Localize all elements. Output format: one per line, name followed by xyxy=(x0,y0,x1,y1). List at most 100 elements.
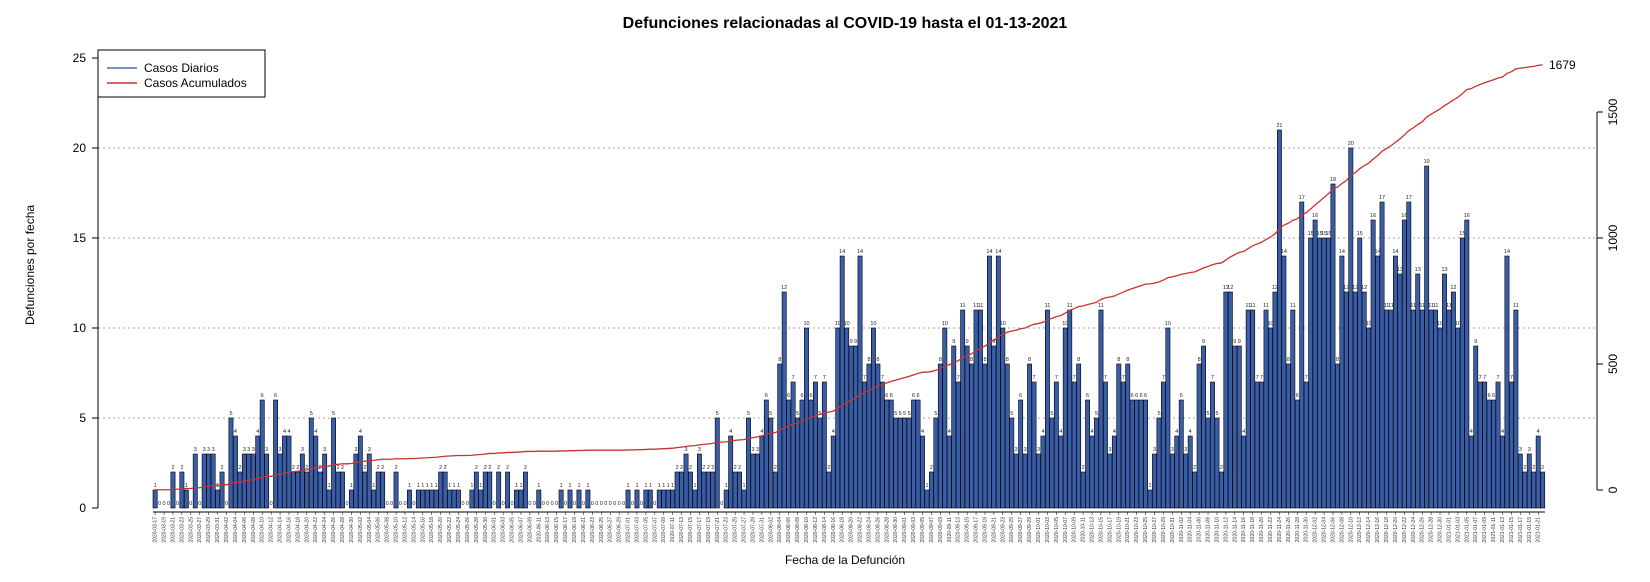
bar xyxy=(1004,363,1010,509)
bar xyxy=(866,363,872,509)
bar-value-label: 1 xyxy=(586,483,589,489)
bar-value-label: 0 xyxy=(595,501,598,507)
bar xyxy=(1201,345,1206,509)
axes xyxy=(97,58,1598,513)
bar xyxy=(179,471,185,509)
bar-value-label: 2 xyxy=(292,465,295,471)
bar xyxy=(152,489,158,509)
bar-value-label: 10 xyxy=(844,321,850,327)
bar xyxy=(656,489,662,509)
bar-value-label: 11 xyxy=(1263,303,1269,309)
bar xyxy=(1062,327,1068,509)
bar-value-label: 7 xyxy=(814,375,817,381)
x-tick-label: 2020-10-31 xyxy=(1170,517,1176,543)
bar-value-label: 3 xyxy=(194,447,197,453)
bar-value-label: 8 xyxy=(1028,357,1031,363)
bar xyxy=(826,471,832,509)
bar xyxy=(839,255,845,509)
bar xyxy=(393,471,399,509)
bar xyxy=(357,435,363,509)
bar xyxy=(790,381,796,509)
bar-value-label: 8 xyxy=(983,357,986,363)
bar xyxy=(1187,435,1193,509)
bar-value-label: 9 xyxy=(966,339,969,345)
bar xyxy=(255,435,261,509)
bar-value-label: 7 xyxy=(1305,375,1308,381)
bar-value-label: 4 xyxy=(1189,429,1192,435)
bar xyxy=(291,471,296,509)
bar-value-label: 2 xyxy=(381,465,384,471)
x-tick-label: 2020-10-15 xyxy=(1098,517,1104,543)
bar xyxy=(429,489,435,509)
bar xyxy=(447,489,452,509)
bar-value-label: 17 xyxy=(1379,195,1385,201)
bar-value-label: 1 xyxy=(216,483,219,489)
y-tick-label: 15 xyxy=(73,231,87,245)
x-tick-label: 2020-10-01 xyxy=(1036,517,1042,543)
x-tick-label: 2020-11-06 xyxy=(1197,517,1203,542)
bar xyxy=(1464,219,1470,509)
bar xyxy=(683,453,689,509)
bar xyxy=(1343,291,1349,509)
bar-value-label: 8 xyxy=(1287,357,1290,363)
x-tick-label: 2020-12-22 xyxy=(1402,517,1408,543)
bar-value-label: 2 xyxy=(1082,465,1085,471)
bar xyxy=(1227,291,1233,509)
bar-value-label: 1 xyxy=(417,483,420,489)
bar-value-label: 2 xyxy=(319,465,322,471)
bar-value-label: 1 xyxy=(671,483,674,489)
bar-value-label: 2 xyxy=(689,465,692,471)
bar-value-label: 9 xyxy=(992,339,995,345)
bar-value-label: 4 xyxy=(729,429,732,435)
y-tick-label: 5 xyxy=(79,411,86,425)
bar xyxy=(1241,435,1247,509)
bar xyxy=(1111,435,1117,509)
bar-value-label: 14 xyxy=(1504,249,1510,255)
x-tick-label: 2020-12-10 xyxy=(1348,517,1354,543)
bar-value-label: 1 xyxy=(470,483,473,489)
bar-value-label: 10 xyxy=(835,321,841,327)
bar xyxy=(1442,273,1447,509)
legend-box xyxy=(97,49,266,98)
bar-value-label: 0 xyxy=(546,501,549,507)
bar xyxy=(1384,309,1389,509)
x-tick-label: 2020-06-29 xyxy=(617,517,623,543)
bar-value-label: 1 xyxy=(743,483,746,489)
bar-value-label: 7 xyxy=(881,375,884,381)
x-tick-label: 2020-09-21 xyxy=(991,517,997,543)
x-tick-label: 2020-04-06 xyxy=(242,517,248,543)
bar xyxy=(215,489,221,509)
bar xyxy=(1058,435,1064,509)
bar-value-label: 4 xyxy=(283,429,286,435)
bar-value-label: 0 xyxy=(613,501,616,507)
bar xyxy=(1178,399,1184,509)
bar xyxy=(277,453,283,509)
bar xyxy=(1500,435,1505,509)
x-tick-label: 2020-04-28 xyxy=(340,517,346,543)
x-tick-label: 2020-06-25 xyxy=(599,517,605,543)
legend: Casos Diarios Casos Acumulados xyxy=(97,49,266,98)
bar xyxy=(1401,219,1407,509)
y2-tick-label: 1000 xyxy=(1606,224,1620,251)
bar-value-label: 10 xyxy=(942,321,948,327)
bar xyxy=(951,345,957,509)
bar-value-label: 20 xyxy=(1348,141,1354,147)
bar-value-label: 3 xyxy=(207,447,210,453)
bar-value-label: 1 xyxy=(644,483,647,489)
bar-value-label: 4 xyxy=(1537,429,1540,435)
y2-tick-label: 1500 xyxy=(1606,98,1620,125)
bar xyxy=(326,489,332,509)
bar-value-label: 5 xyxy=(796,411,799,417)
x-tick-label: 2020-11-22 xyxy=(1268,517,1274,542)
bar-value-label: 1 xyxy=(725,483,728,489)
bar-value-label: 0 xyxy=(270,501,273,507)
bar xyxy=(1522,471,1528,509)
bar xyxy=(282,435,287,509)
bar-value-label: 15 xyxy=(1321,231,1327,237)
bar-value-label: 0 xyxy=(386,501,389,507)
bar-value-label: 4 xyxy=(1175,429,1178,435)
bar xyxy=(1504,255,1510,509)
x-tick-label: 2020-07-19 xyxy=(706,517,712,543)
bar xyxy=(487,471,493,509)
bar xyxy=(1250,309,1256,509)
